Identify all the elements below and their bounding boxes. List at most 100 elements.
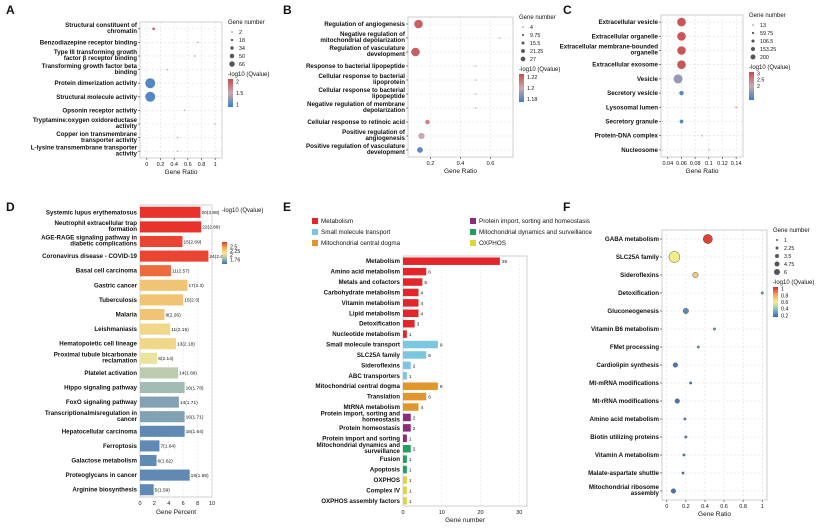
category-label-small-molecule-transport-line: Small molecule transport: [326, 342, 400, 349]
size-legend-label: 27: [530, 57, 536, 63]
color-legend-title: -log10 (Qvalue): [519, 67, 560, 73]
size-legend-dot: [752, 24, 754, 26]
plot-frame: [139, 204, 213, 498]
category-label-biotin-utilizing-proteins-line: Biotin utilizing proteins: [590, 434, 659, 441]
bar-coronavirus-disease-covid-19: [140, 250, 209, 262]
category-label-proximal-tubule-bicarbonate-reclamation-line: reclamation: [102, 358, 137, 365]
panel-d: 0 2 4 6 8 10 Gene Percent Systemic lupus erythe…: [41, 204, 263, 516]
size-legend-dot: [520, 56, 526, 62]
category-label-structural-constituent-of-chromatin-line: Structural constituent of: [65, 22, 138, 29]
data-point-type-iii-transforming-growth-factor-rece: [193, 55, 196, 57]
category-label-cellular-response-to-bacterial-lipoprote-line: Cellular response to bacterial: [318, 73, 405, 80]
bar-value-label: 1: [409, 499, 412, 505]
category-label-cardiolipin-synthesis: Cardiolipin synthesis: [596, 362, 659, 369]
category-label-extracellular-exosome-line: Extracellular exosome: [592, 62, 658, 69]
bar-value-label: 15(2.3): [184, 298, 200, 304]
x-tick-label: 0: [145, 162, 148, 168]
x-axis-title: Gene Ratio: [686, 168, 719, 175]
category-label-detoxification-line: Detoxification: [618, 290, 659, 297]
colorbar-tick-label: 2.5: [230, 244, 237, 250]
category-label-structural-constituent-of-chromatin: Structural constituent of chromatin: [65, 22, 138, 35]
bar-small-molecule-transport: [403, 340, 438, 349]
category-label-hippo-signaling-pathway-line: Hippo signaling pathway: [64, 385, 137, 392]
size-legend-label: 4.75: [784, 262, 794, 268]
size-legend-dot: [773, 268, 781, 276]
category-label-gaba-metabolism-line: GABA metabolism: [605, 236, 660, 243]
category-label-l-lysine-transmembrane-transporter-activ-line: L-lysine transmembrane transporter: [31, 144, 138, 151]
x-tick-label: 0.4: [457, 161, 465, 167]
category-label-foxo-signaling-pathway: FoxO signaling pathway: [66, 399, 138, 406]
category-label-transcriptionalmisregulation-in-cancer-line: Transcriptionalmisregulation in: [45, 410, 137, 417]
category-label-mitochondrial-dynamics-and-surveillance-line: Mitochondrial dynamics and: [316, 442, 400, 449]
category-label-detoxification: Detoxification: [618, 290, 659, 297]
bar-value-label: 6: [428, 270, 431, 276]
category-label-protein-import-sorting-and-homeostasis-line: Protein import, sorting and: [321, 411, 401, 418]
size-legend-dot: [231, 31, 233, 33]
panel-a: 0 0.2 0.4 0.6 0.8 1 Gene Ratio Structural const…: [31, 20, 270, 176]
category-label-malate-aspartate-shuttle-line: Malate-aspartate shuttle: [588, 470, 659, 477]
category-label-regulation-of-angiogenesis-line: Regulation of angiogenesis: [324, 21, 405, 28]
panel-letter-f: F: [563, 200, 570, 214]
category-label-type-iii-transforming-growth-factor-rece: Type III transforming growth factor β rec…: [54, 49, 137, 62]
category-label-extracellular-vesicle: Extracellular vesicle: [598, 19, 658, 26]
bar-lipid-metabolism: [403, 309, 419, 318]
data-point-malate-aspartate-shuttle: [681, 471, 685, 475]
size-legend-label: 153.25: [760, 47, 776, 53]
bar-basal-cell-carcinoma: [140, 265, 171, 277]
category-label-type-iii-transforming-growth-factor-rece-line: Type III transforming growth: [54, 49, 137, 56]
x-tick-label: 0.2: [157, 162, 165, 168]
data-point-secretory-granule: [679, 119, 684, 124]
data-point-structural-constituent-of-chromatin: [152, 27, 156, 31]
x-tick-label: 0: [401, 510, 404, 516]
x-tick-label: 0.06: [676, 161, 687, 167]
bar-nucleotide-metabolism: [403, 330, 407, 338]
category-label-response-to-bacterial-lipopeptide-line: Response to bacterial lipopeptide: [306, 63, 406, 70]
data-point-lysosomal-lumen: [735, 106, 737, 109]
category-label-regulation-of-vasculature-development-line: Regulation of vasculature: [329, 45, 405, 52]
category-label-platelet-activation: Platelet activation: [84, 370, 137, 377]
category-label-neutrophil-extracellular-trap-formation-line: formation: [108, 226, 137, 233]
bar-fusion: [403, 455, 407, 463]
bar-value-label: 4: [421, 311, 424, 317]
size-legend-label: 66: [239, 62, 245, 68]
data-point-extracellular-exosome: [677, 60, 686, 69]
bar-value-label: 22(2.89): [202, 225, 220, 231]
size-legend-label: 18: [239, 38, 245, 44]
category-label-protein-dimerization-activity-line: Protein dimerization activity: [54, 80, 137, 87]
category-label-l-lysine-transmembrane-transporter-activ-line: activity: [116, 150, 138, 157]
legend-label-metabolism: Metabolism: [321, 218, 353, 225]
size-legend-dot: [751, 31, 755, 35]
category-label-hippo-signaling-pathway: Hippo signaling pathway: [64, 385, 137, 392]
category-label-benzodiazepine-receptor-binding: Benzodiazepine receptor binding: [40, 39, 138, 46]
category-label-age-rage-signaling-pathway-in-diabetic-c: AGE-RAGE signaling pathway in diabetic co…: [41, 235, 137, 248]
category-label-vesicle: Vesicle: [637, 76, 659, 83]
category-label-extracellular-organelle: Extracellular organelle: [592, 33, 659, 40]
x-tick-label: 0.6: [487, 161, 495, 167]
bar-gastric-cancer: [140, 279, 188, 291]
category-label-extracellular-membrane-bounded-organelle-line: organelle: [630, 50, 658, 57]
data-point-mt-mrna-modifications: [689, 381, 693, 385]
category-label-copper-ion-transmembrane-transporter-act-line: Copper ion transmembrane: [56, 131, 137, 138]
size-legend-label: 2.25: [784, 246, 794, 252]
category-label-tuberculosis-line: Tuberculosis: [99, 297, 138, 304]
legend-label-mitochondrial-central-dogma: Mitochondrial central dogma: [321, 240, 401, 247]
x-tick-label: 1: [214, 162, 217, 168]
category-label-leishmaniasis: Leishmaniasis: [94, 326, 137, 333]
bar-value-label: 14(1.89): [179, 371, 197, 377]
category-label-mitochondrial-central-dogma-line: Mitochondrial central dogma: [315, 383, 400, 390]
data-point-response-to-bacterial-lipopeptide: [474, 65, 477, 67]
panel-c: 0.04 0.06 0.08 0.1 0.12 0.14 Gene Ratio Extrace…: [560, 13, 791, 175]
bar-protein-import-sorting-and-homeostasis: [403, 413, 411, 422]
category-label-response-to-bacterial-lipopeptide: Response to bacterial lipopeptide: [306, 63, 406, 70]
data-point-amino-acid-metabolism: [683, 417, 687, 421]
bar-hematopoietic-cell-lineage: [140, 338, 176, 350]
legend-label-protein-import-sorting-and-homeostasis: Protein import, sorting and homeostasis: [479, 218, 590, 225]
category-label-slc25a-family-line: SLC25A family: [616, 254, 660, 261]
x-tick-label: 1: [761, 504, 764, 510]
category-label-gluconeogenesis: Gluconeogenesis: [607, 308, 659, 315]
size-legend-dot: [751, 39, 755, 43]
data-point-negative-regulation-of-mitochondrial-dep: [498, 37, 501, 39]
data-point-mt-rrna-modifications: [674, 398, 680, 404]
category-label-protein-homeostasis-line: Protein homeostasis: [339, 425, 400, 432]
